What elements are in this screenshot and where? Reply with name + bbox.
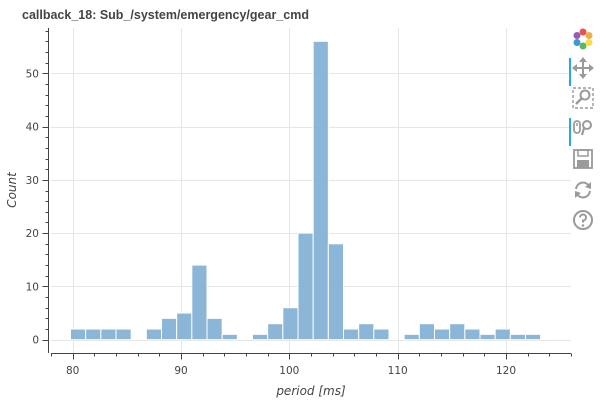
save-icon [573, 149, 593, 169]
histogram-bar [161, 317, 178, 341]
reset-tool[interactable] [566, 177, 600, 203]
y-tick-label: 0 [32, 335, 39, 347]
y-tick-label: 50 [26, 68, 39, 80]
histogram-bar [221, 333, 238, 341]
histogram-bars [70, 40, 542, 341]
histogram-bar [494, 328, 511, 341]
histogram-bar [85, 328, 102, 341]
histogram-bar [509, 333, 527, 341]
y-axis-label: Count [5, 171, 19, 208]
x-tick-label: 120 [496, 365, 516, 377]
histogram-bar [525, 333, 542, 341]
histogram-bar [312, 40, 329, 341]
help-icon [573, 210, 593, 230]
histogram-bar [176, 312, 193, 341]
bokeh-logo[interactable] [566, 26, 600, 52]
active-indicator [569, 118, 571, 146]
histogram-bar [267, 323, 284, 341]
save-tool[interactable] [566, 146, 600, 172]
y-tick-label: 10 [26, 281, 39, 293]
reset-icon [575, 181, 591, 199]
histogram-bar [100, 328, 117, 341]
histogram-bar [373, 328, 390, 341]
histogram-bar [343, 328, 360, 341]
histogram-bar [191, 264, 208, 341]
histogram-bar [70, 328, 87, 341]
active-indicator [569, 58, 571, 86]
x-tick-label: 100 [279, 365, 299, 377]
histogram-bar [403, 333, 420, 341]
histogram-bar [327, 243, 345, 341]
pan-icon [572, 57, 594, 79]
y-tick-label: 40 [26, 122, 39, 134]
histogram-bar [479, 333, 496, 341]
wheel-zoom-tool[interactable] [566, 115, 600, 146]
help-tool[interactable] [566, 207, 600, 233]
histogram-bar [434, 328, 451, 341]
chart-title: callback_18: Sub_/system/emergency/gear_… [22, 8, 309, 22]
y-tick-label: 20 [26, 228, 39, 240]
box-zoom-tool[interactable] [566, 85, 600, 111]
x-axis-label: period [ms] [275, 384, 346, 398]
x-tick-label: 90 [174, 365, 187, 377]
axes: 0 10 20 30 40 50 80 90 100 110 120 [26, 28, 572, 377]
pan-tool[interactable] [566, 55, 600, 86]
x-tick-label: 110 [388, 365, 408, 377]
x-tick-label: 80 [66, 365, 79, 377]
chart-toolbar [566, 26, 600, 256]
histogram-bar [252, 333, 269, 341]
histogram-bar [282, 307, 299, 341]
histogram-bar [145, 328, 162, 341]
histogram-bar [358, 323, 375, 341]
histogram-bar [449, 323, 466, 341]
histogram-bar [464, 328, 481, 341]
histogram-bar [297, 232, 314, 341]
histogram-bar [418, 323, 436, 341]
y-tick-label: 30 [26, 175, 39, 187]
box-zoom-icon [572, 87, 594, 109]
bokeh-logo-icon [573, 28, 593, 50]
wheel-zoom-icon [573, 120, 592, 136]
histogram-bar [206, 317, 223, 341]
histogram-bar [115, 328, 132, 341]
